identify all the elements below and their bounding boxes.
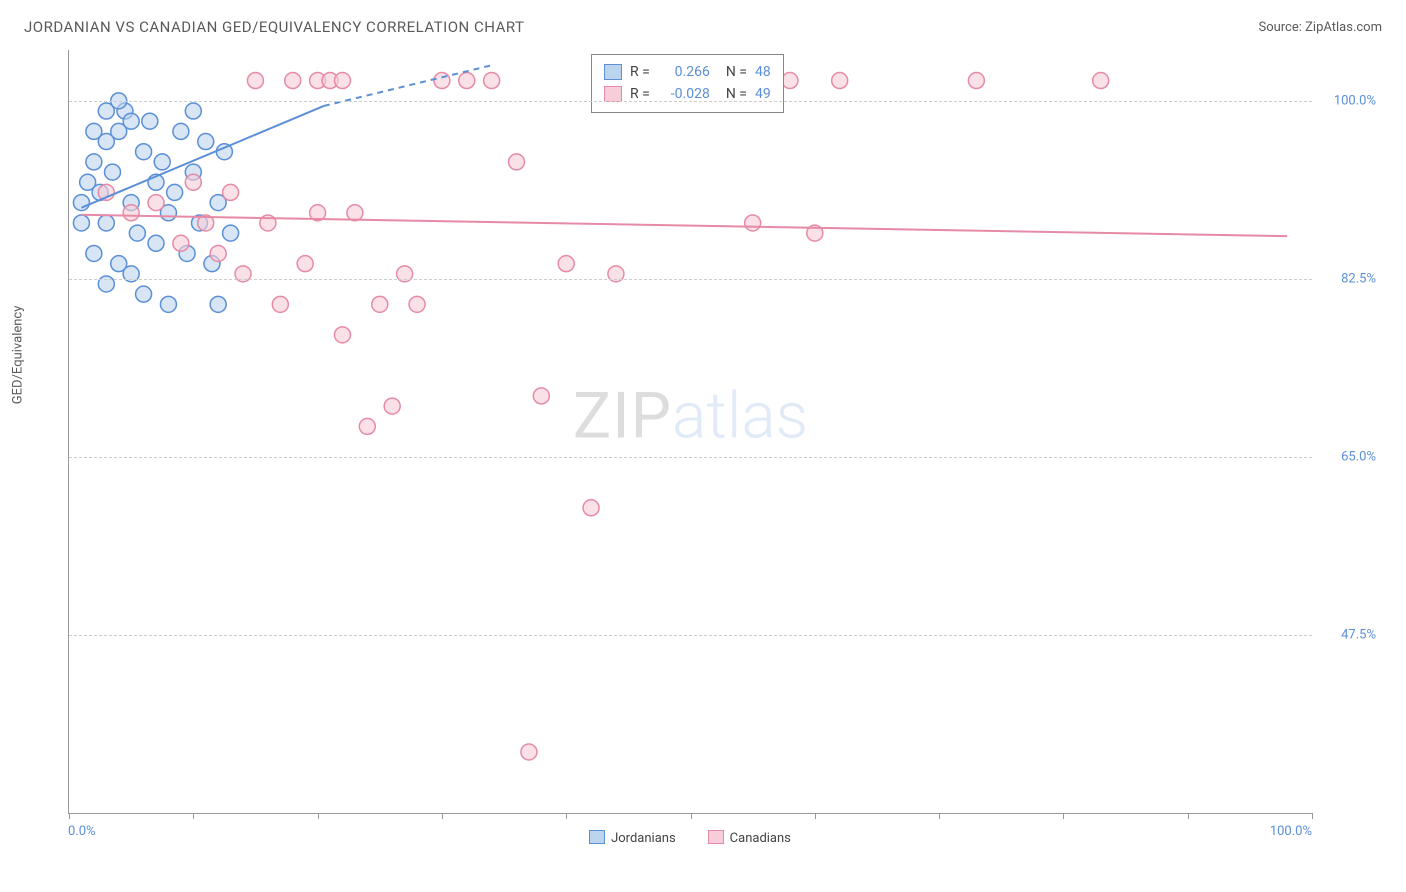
x-tick	[1188, 813, 1189, 819]
series-legend: Jordanians Canadians	[68, 824, 1312, 848]
scatter-point	[136, 286, 152, 302]
scatter-point	[745, 215, 761, 231]
scatter-point	[86, 245, 102, 261]
y-tick-label: 47.5%	[1341, 627, 1376, 642]
scatter-point	[123, 205, 139, 221]
scatter-point	[409, 296, 425, 312]
y-tick-label: 82.5%	[1341, 271, 1376, 286]
scatter-point	[968, 73, 984, 89]
legend-label: Jordanians	[611, 831, 676, 846]
correlation-legend: R = 0.266 N = 48 R = -0.028 N = 49	[591, 54, 784, 113]
x-tick	[566, 813, 567, 819]
scatter-point	[1093, 73, 1109, 89]
legend-label: Canadians	[730, 831, 791, 846]
scatter-point	[372, 296, 388, 312]
scatter-point	[223, 184, 239, 200]
x-tick	[691, 813, 692, 819]
scatter-point	[86, 123, 102, 139]
scatter-point	[272, 296, 288, 312]
scatter-point	[558, 256, 574, 272]
scatter-point	[142, 113, 158, 129]
x-tick	[193, 813, 194, 819]
scatter-point	[297, 256, 313, 272]
scatter-point	[73, 195, 89, 211]
scatter-point	[86, 154, 102, 170]
legend-swatch	[708, 830, 724, 844]
scatter-point	[521, 744, 537, 760]
x-tick	[69, 813, 70, 819]
scatter-point	[185, 174, 201, 190]
gridline	[69, 101, 1312, 102]
x-tick	[1312, 813, 1313, 819]
gridline	[69, 457, 1312, 458]
y-tick-label: 65.0%	[1341, 449, 1376, 464]
y-axis-label: GED/Equivalency	[11, 306, 26, 405]
x-tick	[318, 813, 319, 819]
scatter-point	[154, 154, 170, 170]
scatter-point	[136, 144, 152, 160]
legend-swatch	[604, 64, 622, 80]
x-tick	[1063, 813, 1064, 819]
plot-svg	[69, 50, 1312, 813]
scatter-point	[98, 215, 114, 231]
correlation-row: R = -0.028 N = 49	[604, 83, 771, 105]
n-label: N =	[726, 83, 747, 105]
chart-title: JORDANIAN VS CANADIAN GED/EQUIVALENCY CO…	[24, 18, 524, 36]
x-tick	[939, 813, 940, 819]
scatter-point	[123, 113, 139, 129]
r-label: R =	[630, 83, 650, 105]
legend-item: Canadians	[708, 827, 791, 846]
source-label: Source: ZipAtlas.com	[1258, 20, 1382, 35]
scatter-point	[105, 164, 121, 180]
r-value: 0.266	[658, 61, 710, 83]
y-tick-label: 100.0%	[1334, 93, 1376, 108]
scatter-point	[247, 73, 263, 89]
x-tick	[442, 813, 443, 819]
scatter-point	[583, 500, 599, 516]
scatter-point	[782, 73, 798, 89]
scatter-point	[210, 296, 226, 312]
x-tick	[815, 813, 816, 819]
scatter-point	[832, 73, 848, 89]
plot-area: ZIPatlas R =0.266N =48R =-0.028N =49 47.…	[68, 50, 1312, 814]
gridline	[69, 279, 1312, 280]
scatter-point	[434, 73, 450, 89]
n-value: 49	[755, 83, 771, 105]
legend-item: Jordanians	[589, 827, 676, 846]
scatter-point	[384, 398, 400, 414]
scatter-point	[508, 154, 524, 170]
scatter-point	[160, 296, 176, 312]
scatter-point	[223, 225, 239, 241]
scatter-point	[198, 134, 214, 150]
legend-swatch	[589, 830, 605, 844]
scatter-point	[347, 205, 363, 221]
gridline	[69, 635, 1312, 636]
scatter-point	[148, 235, 164, 251]
scatter-point	[210, 245, 226, 261]
scatter-point	[148, 195, 164, 211]
scatter-point	[173, 123, 189, 139]
r-label: R =	[630, 61, 650, 83]
scatter-point	[334, 73, 350, 89]
scatter-point	[533, 388, 549, 404]
scatter-point	[484, 73, 500, 89]
scatter-point	[167, 184, 183, 200]
scatter-point	[459, 73, 475, 89]
scatter-point	[73, 215, 89, 231]
r-value: -0.028	[658, 83, 710, 105]
scatter-point	[285, 73, 301, 89]
scatter-point	[359, 418, 375, 434]
scatter-point	[334, 327, 350, 343]
scatter-point	[185, 103, 201, 119]
n-label: N =	[726, 61, 747, 83]
scatter-point	[129, 225, 145, 241]
scatter-point	[173, 235, 189, 251]
n-value: 48	[755, 61, 771, 83]
trend-line	[81, 106, 323, 208]
chart-container: GED/Equivalency ZIPatlas R =0.266N =48R …	[24, 50, 1382, 842]
correlation-row: R = 0.266 N = 48	[604, 61, 771, 83]
